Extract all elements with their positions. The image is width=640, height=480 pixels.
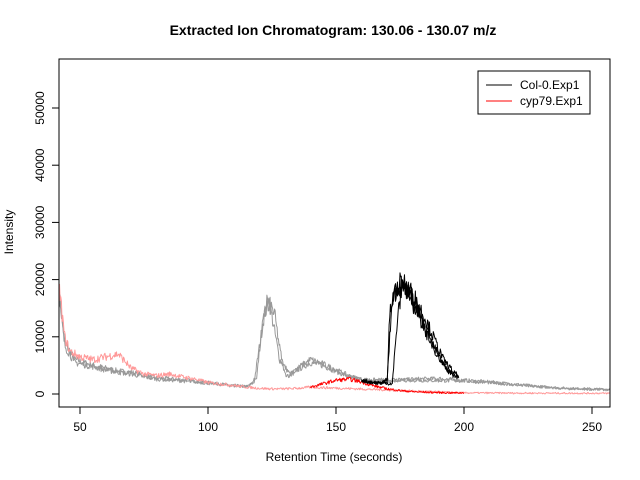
- y-tick-label: 0: [33, 390, 47, 397]
- legend: Col-0.Exp1 cyp79.Exp1: [477, 70, 591, 115]
- chart-title: Extracted Ion Chromatogram: 130.06 - 130…: [170, 22, 497, 38]
- series-line-cyp79-exp1: [309, 376, 465, 394]
- x-axis: 50 100 150 200 250: [73, 407, 602, 434]
- legend-label-col0: Col-0.Exp1: [520, 78, 580, 92]
- y-tick-label: 20000: [33, 263, 47, 297]
- y-axis: 0 10000 20000 30000 40000 50000: [33, 91, 59, 397]
- y-axis-label: Intensity: [2, 210, 16, 255]
- x-tick-label: 100: [198, 420, 218, 434]
- series-line-col-0-exp1-outside-range-replicate-2: [59, 294, 610, 392]
- x-axis-label: Retention Time (seconds): [266, 450, 403, 464]
- x-tick-label: 150: [326, 420, 346, 434]
- y-tick-label: 30000: [33, 205, 47, 239]
- series-line-cyp79-exp1-outside-range: [59, 283, 610, 395]
- y-tick-label: 40000: [33, 148, 47, 182]
- y-tick-label: 10000: [33, 320, 47, 354]
- legend-box: [477, 70, 591, 115]
- x-tick-label: 200: [454, 420, 474, 434]
- x-tick-label: 50: [73, 420, 87, 434]
- x-tick-label: 250: [582, 420, 602, 434]
- plot-frame: [58, 58, 611, 408]
- legend-label-cyp79: cyp79.Exp1: [520, 94, 583, 108]
- series-line-col-0-exp1-replicate-3: [361, 279, 460, 386]
- series-layer: [59, 272, 610, 395]
- y-tick-label: 50000: [33, 91, 47, 125]
